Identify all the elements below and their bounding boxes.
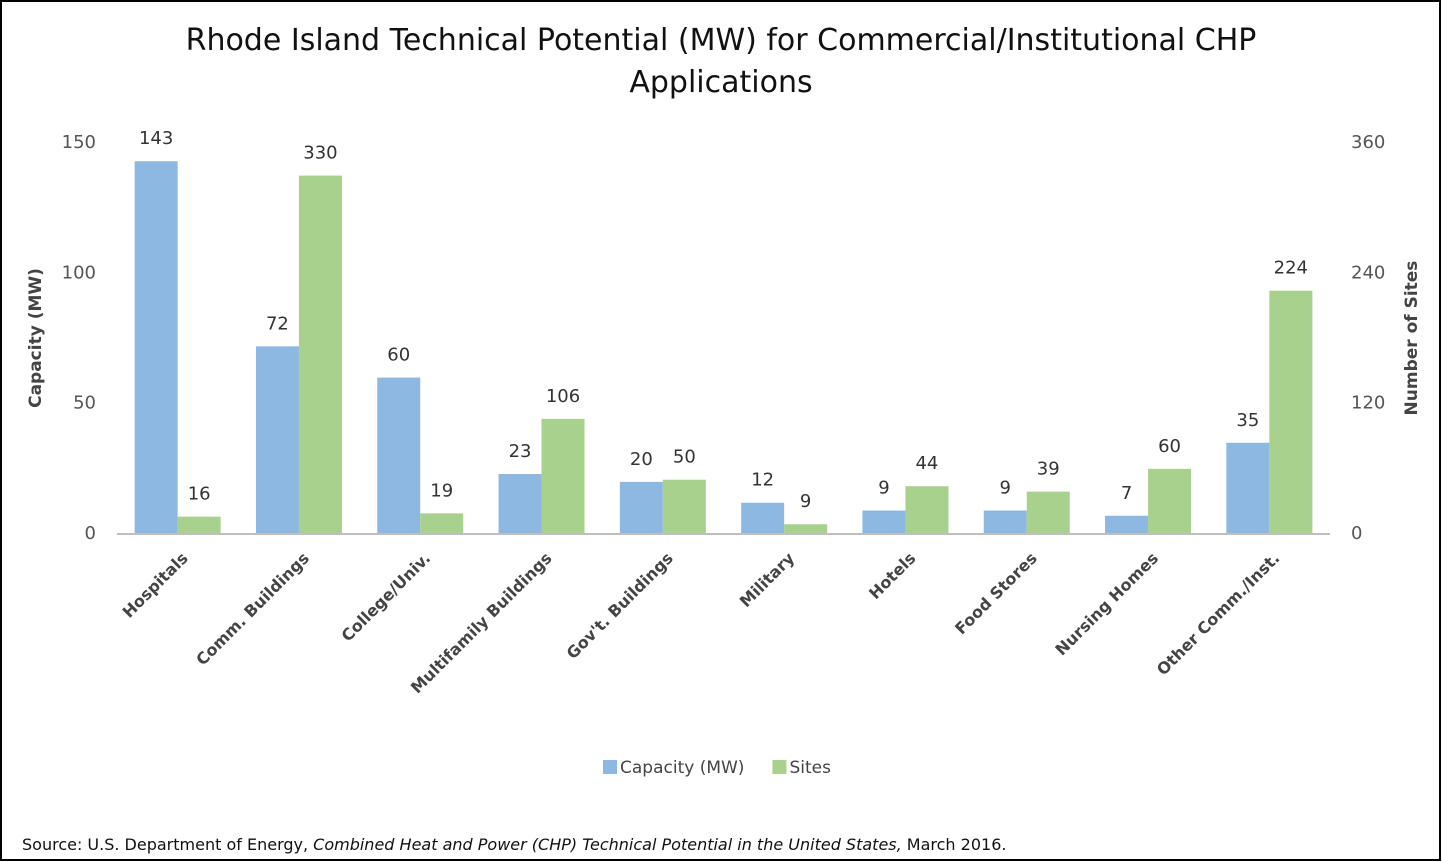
- bar: [862, 510, 906, 534]
- data-label: 9: [800, 491, 811, 512]
- data-label: 7: [1121, 483, 1132, 504]
- data-label: 60: [1158, 436, 1181, 457]
- y-tick-label: 0: [85, 523, 96, 544]
- data-label: 72: [266, 313, 289, 334]
- legend-swatch: [603, 760, 617, 774]
- source-note: Source: U.S. Department of Energy, Combi…: [22, 835, 1006, 854]
- data-label: 9: [878, 478, 889, 499]
- legend: Capacity (MW) Sites: [603, 758, 831, 778]
- y-axis-title: Capacity (MW): [26, 268, 46, 408]
- y-tick-label: 50: [73, 393, 96, 414]
- y2-tick-label: 120: [1351, 393, 1385, 414]
- y2-axis-title: Number of Sites: [1402, 261, 1422, 416]
- chart-title: Rhode Island Technical Potential (MW) fo…: [185, 23, 1257, 100]
- bar: [741, 502, 785, 534]
- data-label: 9: [1000, 478, 1011, 499]
- legend-label: Capacity (MW): [620, 758, 744, 778]
- bar: [1148, 468, 1192, 534]
- data-label: 39: [1037, 459, 1060, 480]
- bar: [255, 346, 299, 534]
- y2-tick-label: 0: [1351, 523, 1362, 544]
- bar: [619, 481, 663, 534]
- bar: [784, 524, 828, 534]
- source-text: March 2016.: [902, 835, 1007, 854]
- bar: [1105, 515, 1149, 534]
- data-label: 60: [387, 345, 410, 366]
- bar: [177, 516, 221, 534]
- bar: [662, 479, 706, 534]
- source-text: Source: U.S. Department of Energy,: [22, 835, 313, 854]
- y2-tick-label: 240: [1351, 262, 1385, 283]
- bar: [905, 486, 949, 534]
- bar: [498, 474, 542, 534]
- bar: [377, 377, 421, 534]
- y-tick-label: 150: [62, 132, 96, 153]
- bar: [1026, 491, 1070, 534]
- data-label: 50: [673, 447, 696, 468]
- data-label: 44: [915, 453, 938, 474]
- data-label: 143: [139, 128, 173, 149]
- source-title: Combined Heat and Power (CHP) Technical …: [313, 835, 902, 854]
- legend-label: Sites: [789, 758, 831, 778]
- bar: [541, 418, 585, 534]
- data-label: 224: [1274, 258, 1308, 279]
- bar: [134, 161, 178, 534]
- data-label: 23: [509, 441, 532, 462]
- bar: [420, 513, 464, 534]
- y-tick-label: 100: [62, 262, 96, 283]
- bar: [1269, 290, 1313, 534]
- data-label: 16: [188, 484, 211, 505]
- data-label: 12: [751, 470, 774, 491]
- data-label: 20: [630, 449, 653, 470]
- data-label: 106: [546, 386, 580, 407]
- legend-swatch: [772, 760, 787, 774]
- y2-tick-label: 360: [1351, 132, 1385, 153]
- data-label: 19: [430, 480, 453, 501]
- data-label: 35: [1236, 410, 1259, 431]
- bar: [1226, 442, 1270, 534]
- bar: [983, 510, 1027, 534]
- bar: [298, 175, 342, 535]
- data-label: 330: [303, 143, 337, 164]
